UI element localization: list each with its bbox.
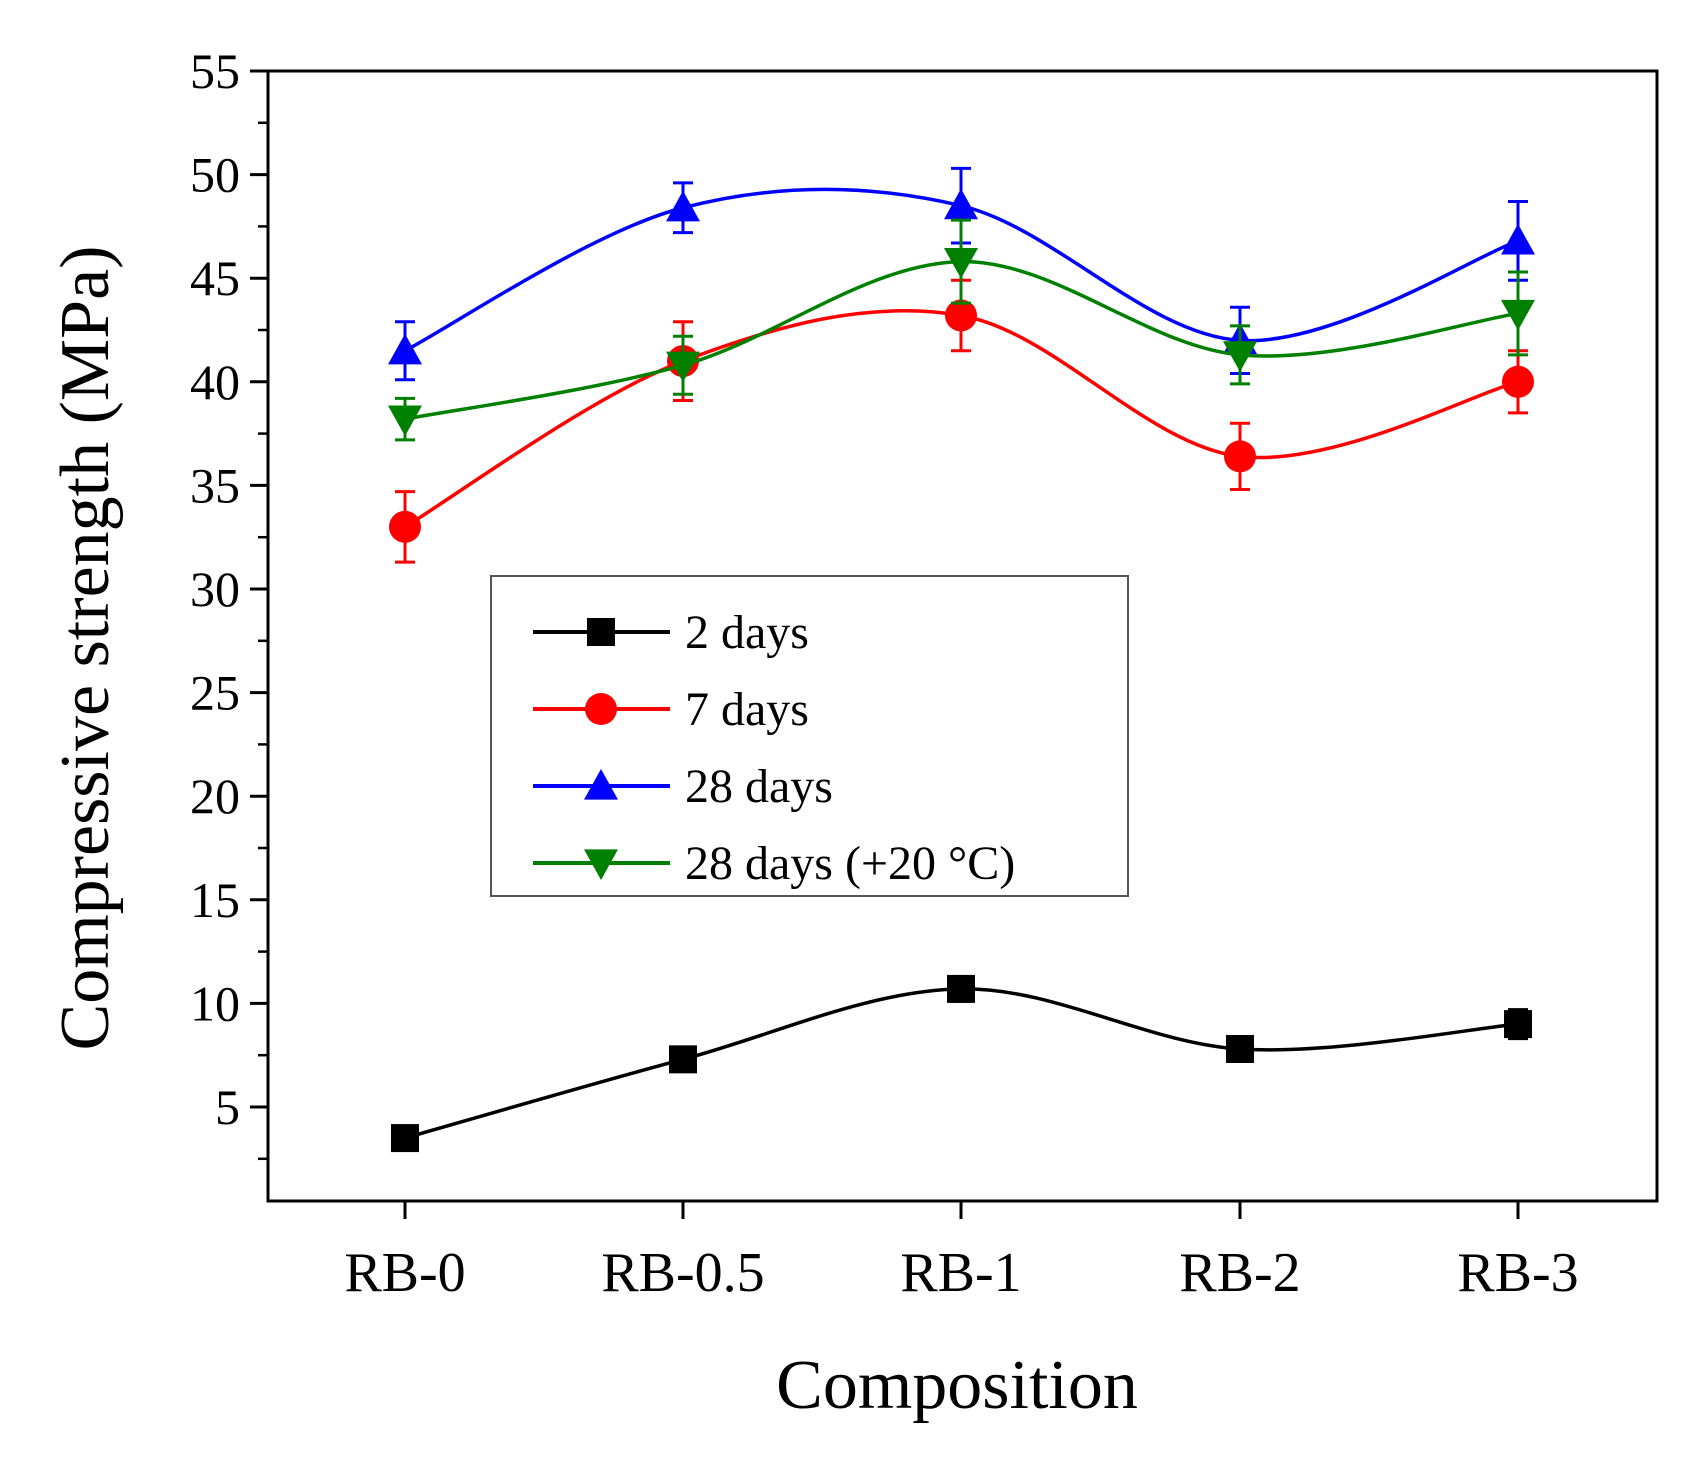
legend-item-3: 28 days	[533, 760, 833, 813]
y-tick-label-30: 30	[190, 561, 240, 617]
data-point	[944, 248, 978, 279]
x-axis: RB-0 RB-0.5 RB-1 RB-2 RB-3	[344, 1201, 1579, 1304]
y-tick-label-25: 25	[190, 665, 240, 721]
x-tick-label-RB-0: RB-0	[344, 1242, 465, 1304]
data-point	[391, 1124, 419, 1153]
data-point	[666, 190, 700, 222]
data-point	[669, 1045, 697, 1074]
series-1	[391, 974, 1532, 1153]
data-point	[666, 351, 700, 383]
data-point	[945, 299, 977, 332]
data-point	[1504, 1010, 1532, 1039]
data-point	[1224, 440, 1256, 473]
legend-label: 28 days	[685, 760, 833, 813]
data-point	[947, 974, 975, 1003]
series-4	[388, 218, 1535, 442]
data-point	[389, 510, 421, 543]
legend-item-1: 2 days	[533, 606, 809, 659]
series-layer	[388, 166, 1535, 1153]
data-point	[1501, 299, 1535, 331]
x-tick-label-RB-3: RB-3	[1457, 1242, 1578, 1304]
legend-marker	[584, 849, 618, 880]
y-tick-label-55: 55	[190, 43, 240, 99]
y-tick-label-10: 10	[190, 975, 240, 1031]
legend-marker	[584, 769, 618, 800]
data-point	[1223, 341, 1257, 372]
legend-item-4: 28 days (+20 °C)	[533, 837, 1015, 890]
y-axis: 5 10 15 20 25 30 35 40 45 50 55	[190, 43, 268, 1161]
y-tick-label-50: 50	[190, 147, 240, 203]
data-point	[388, 405, 422, 437]
y-axis-title: Compressive strength (MPa)	[47, 246, 124, 1051]
data-point	[1502, 365, 1534, 398]
y-tick-label-5: 5	[215, 1079, 240, 1135]
data-point	[388, 333, 422, 365]
y-tick-label-35: 35	[190, 457, 240, 513]
y-tick-label-15: 15	[190, 872, 240, 928]
legend-label: 2 days	[685, 606, 809, 659]
legend-label: 7 days	[685, 683, 809, 736]
legend-item-2: 7 days	[533, 683, 809, 736]
x-tick-label-RB-2: RB-2	[1179, 1242, 1300, 1304]
legend-marker	[587, 618, 615, 646]
y-tick-label-45: 45	[190, 250, 240, 306]
data-point	[1501, 223, 1535, 255]
x-axis-title: Composition	[776, 1347, 1138, 1424]
data-point	[944, 188, 978, 220]
legend-marker	[585, 693, 617, 725]
legend: 2 days 7 days 28 days 28 days (+20 °C)	[490, 575, 1129, 897]
x-tick-label-RB-1: RB-1	[900, 1242, 1021, 1304]
data-point	[1226, 1034, 1254, 1063]
legend-label: 28 days (+20 °C)	[685, 837, 1015, 890]
x-tick-label-RB-0.5: RB-0.5	[601, 1242, 764, 1304]
y-tick-label-20: 20	[190, 768, 240, 824]
y-tick-label-40: 40	[190, 354, 240, 410]
